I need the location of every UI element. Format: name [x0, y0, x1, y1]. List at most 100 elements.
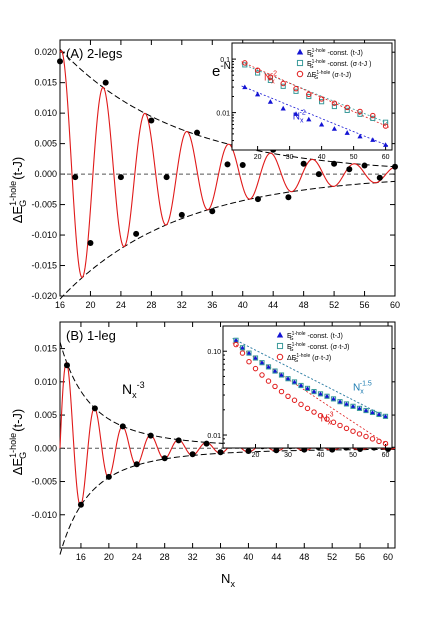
y-tick-label: 0.000: [34, 443, 57, 453]
triangle-marker: [296, 48, 304, 55]
square-marker: [242, 62, 248, 68]
y-tick-label: 0.015: [34, 78, 57, 88]
panel-b-inset-legend: E1-hole G -const. (t-J)E1-hole G -const. (σ·…: [276, 331, 350, 364]
triangle-marker: [255, 91, 261, 97]
circle-marker: [369, 436, 376, 442]
panel-a-inset: 20 30 40 50 60 0.01 0.1 E1-hole G -const. (t-J)E…: [216, 42, 393, 161]
panel-b-x-label: Nx: [221, 571, 235, 589]
panel-b-inset-points: [233, 337, 389, 447]
inset-legend-entry: E1-hole G -const. (σ·t-J ): [307, 59, 371, 70]
square-marker: [255, 70, 261, 76]
circle-marker: [285, 393, 291, 399]
x-tick-label: 44: [268, 300, 278, 310]
data-point: [331, 160, 338, 167]
data-point: [194, 129, 201, 136]
data-point: [105, 473, 112, 480]
triangle-marker: [306, 116, 312, 122]
circle-marker: [350, 428, 356, 434]
data-point: [346, 166, 353, 173]
inset-y-tick-label: 0.01: [216, 111, 230, 118]
inset-x-tick-label: 40: [318, 154, 326, 161]
x-tick-label: 56: [355, 552, 365, 562]
x-tick-label: 16: [55, 300, 65, 310]
circle-marker: [298, 401, 304, 408]
x-tick-label: 20: [104, 552, 114, 562]
circle-marker: [382, 440, 389, 447]
panel-a-envelope: [59, 48, 396, 300]
square-marker: [306, 93, 312, 100]
envelope-down: [59, 448, 396, 555]
circle-marker: [246, 358, 252, 365]
inset-annotation: Nx-3: [321, 411, 334, 426]
panel-b-inset-ticks: 20 30 40 50 60 0.01 0.10: [207, 325, 389, 459]
circle-marker: [276, 353, 284, 361]
inset-fit-line: [232, 342, 389, 446]
inset-x-tick-label: 50: [350, 154, 358, 161]
circle-marker: [267, 74, 274, 80]
inset-y-tick-label: 0.10: [207, 349, 221, 356]
circle-marker: [356, 431, 363, 437]
y-tick-label: 0.000: [34, 169, 57, 179]
triangle-marker: [304, 385, 311, 391]
square-marker: [337, 399, 343, 405]
inset-x-tick-label: 20: [254, 154, 262, 161]
data-point: [209, 208, 216, 215]
panel-a-fit-curve: [59, 50, 396, 279]
inset-legend-entry: E1-hole G -const. (t-J): [307, 48, 363, 59]
fit-curve: [59, 50, 396, 279]
data-point: [203, 440, 210, 447]
panel-b-envelope-label: Nx-3: [122, 380, 145, 400]
y-tick-label: 0.010: [34, 108, 57, 118]
circle-marker: [343, 425, 350, 432]
y-tick-label: 0.005: [34, 139, 57, 149]
circle-marker: [330, 419, 337, 425]
square-marker: [344, 107, 350, 113]
y-tick-label: -0.005: [31, 477, 57, 487]
square-marker: [317, 391, 324, 397]
panel-b-y-label: ΔE1-holeG(t-J): [8, 409, 28, 476]
square-marker: [370, 115, 376, 121]
x-tick-label: 28: [146, 300, 156, 310]
data-point: [300, 160, 307, 167]
x-tick-label: 32: [188, 552, 198, 562]
circle-marker: [370, 112, 376, 119]
square-marker: [267, 77, 273, 83]
envelope-down: [59, 180, 396, 300]
square-marker: [343, 401, 350, 407]
triangle-marker: [376, 411, 382, 417]
panel-b-inset-annotations: Nx-1.5 Nx-3: [321, 380, 372, 426]
x-tick-label: 24: [116, 300, 126, 310]
data-point: [133, 461, 140, 468]
data-point: [285, 194, 292, 201]
data-point: [148, 117, 155, 124]
triangle-marker: [343, 401, 350, 407]
y-tick-label: -0.005: [31, 200, 57, 210]
inset-x-tick-label: 20: [252, 452, 260, 459]
x-tick-label: 28: [160, 552, 170, 562]
data-point: [224, 161, 231, 168]
data-point: [392, 163, 398, 170]
triangle-marker: [278, 372, 285, 378]
triangle-marker: [356, 405, 363, 411]
y-tick-label: -0.010: [31, 510, 57, 520]
inset-fit-line: [241, 85, 389, 147]
square-marker: [278, 372, 285, 378]
data-point: [163, 174, 170, 181]
triangle-marker: [291, 379, 298, 385]
data-point: [63, 362, 70, 369]
data-point: [117, 174, 124, 181]
x-tick-label: 20: [85, 300, 95, 310]
x-tick-label: 36: [216, 552, 226, 562]
data-point: [189, 451, 196, 458]
circle-marker: [324, 416, 330, 422]
triangle-marker: [370, 137, 376, 142]
data-point: [175, 437, 182, 444]
x-tick-label: 24: [132, 552, 142, 562]
data-point: [87, 239, 94, 246]
inset-x-tick-label: 50: [349, 452, 357, 459]
triangle-marker: [344, 130, 350, 135]
x-tick-label: 52: [327, 552, 337, 562]
y-tick-label: -0.020: [31, 291, 57, 301]
triangle-marker: [363, 407, 369, 413]
data-point: [239, 161, 246, 168]
